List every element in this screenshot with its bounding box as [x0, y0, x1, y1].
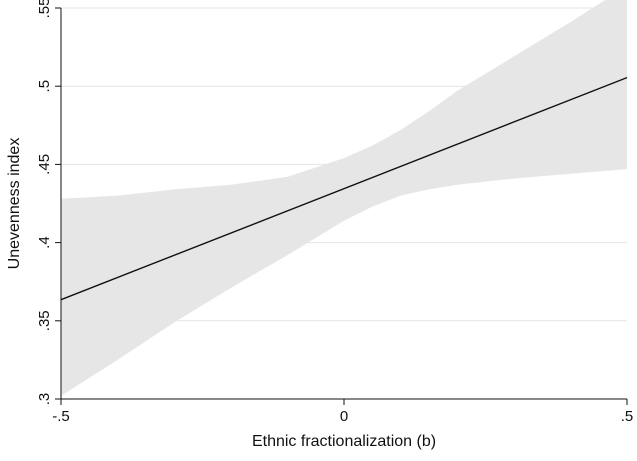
- y-tick-label: .5: [36, 80, 53, 93]
- y-tick-label: .4: [36, 236, 53, 249]
- x-tick-label: -.5: [52, 408, 70, 425]
- confidence-band: [61, 0, 627, 396]
- y-tick-label: .3: [36, 393, 53, 406]
- x-axis-title: Ethnic fractionalization (b): [252, 433, 436, 450]
- x-axis-ticks: -.5 0 .5: [52, 399, 633, 425]
- y-tick-label: .55: [36, 0, 53, 18]
- y-axis-title: Unevenness index: [6, 138, 23, 270]
- y-tick-label: .35: [36, 310, 53, 331]
- x-tick-label: .5: [621, 408, 634, 425]
- x-tick-label: 0: [340, 408, 348, 425]
- y-tick-label: .45: [36, 154, 53, 175]
- y-axis-ticks: .3 .35 .4 .45 .5 .55: [36, 0, 61, 405]
- fit-line: [60, 76, 628, 301]
